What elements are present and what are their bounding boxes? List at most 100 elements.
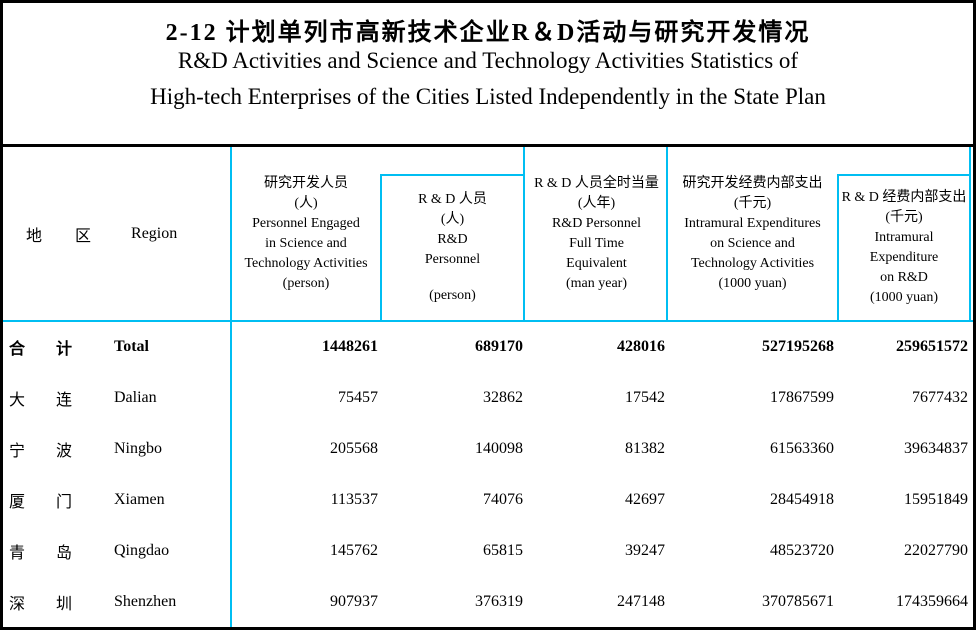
header-unit-zh: (千元): [885, 210, 923, 225]
header-unit-en: (person): [282, 275, 330, 291]
row-label-zh2: 计: [56, 341, 73, 359]
header-unit-en: (man year): [565, 275, 628, 291]
value-cell: 205568: [330, 440, 378, 458]
row-label-zh1: 深: [9, 595, 26, 613]
value-cell: 247148: [617, 592, 665, 610]
region-header-en: Region: [131, 224, 178, 242]
header-zh: R & D 人员: [418, 192, 487, 207]
header-en: on R&D: [880, 270, 928, 285]
value-cell: 689170: [475, 338, 523, 356]
header-unit-zh: (人): [440, 212, 465, 227]
value-cell: 65815: [483, 541, 523, 559]
row-label-zh2: 波: [56, 443, 73, 461]
row-label-en: Xiamen: [114, 490, 165, 508]
value-cell: 61563360: [770, 440, 834, 458]
header-unit-zh: (千元): [733, 195, 772, 211]
header-en: R&D: [437, 232, 468, 247]
row-label-zh2: 岛: [56, 544, 73, 562]
column-header-rd-fte: R & D 人员全时当量 (人年) R&D Personnel Full Tim…: [525, 147, 668, 320]
header-unit-zh: (人年): [577, 195, 616, 211]
value-cell: 75457: [338, 389, 378, 407]
table-row-ningbo: 宁 波 Ningbo 205568 140098 81382 61563360 …: [3, 424, 973, 475]
column-header-region: 地 区 Region: [4, 147, 230, 320]
row-label-en: Qingdao: [114, 541, 170, 559]
row-label-zh1: 厦: [9, 493, 26, 511]
row-label-zh1: 大: [9, 392, 26, 410]
value-cell: 22027790: [904, 541, 968, 559]
value-cell: 32862: [483, 389, 523, 407]
header-en: Expenditure: [869, 250, 939, 265]
value-cell: 140098: [475, 440, 523, 458]
column-header-st-personnel: 研究开发人员 (人) Personnel Engaged in Science …: [232, 147, 380, 320]
value-cell: 48523720: [770, 541, 834, 559]
row-label-zh1: 青: [9, 544, 26, 562]
value-cell: 113537: [330, 490, 378, 508]
header-en: Personnel Engaged: [252, 215, 360, 231]
value-cell: 74076: [483, 490, 523, 508]
page-title-en-line1: R&D Activities and Science and Technolog…: [177, 48, 799, 73]
header-zh: R & D 人员全时当量: [534, 175, 659, 191]
header-en: Intramural: [874, 230, 934, 245]
value-cell: 376319: [475, 592, 523, 610]
value-cell: 527195268: [762, 338, 834, 356]
value-cell: 15951849: [904, 490, 968, 508]
value-cell: 907937: [330, 592, 378, 610]
page-title-zh: 2-12 计划单列市高新技术企业R＆D活动与研究开发情况: [165, 20, 811, 46]
header-zh: 研究开发经费内部支出: [682, 175, 823, 191]
value-cell: 7677432: [912, 389, 968, 407]
row-label-zh2: 圳: [56, 595, 73, 613]
header-zh: R & D 经费内部支出: [841, 190, 967, 205]
column-header-rd-personnel: R & D 人员 (人) R&D Personnel (person): [380, 174, 525, 322]
table-row-dalian: 大 连 Dalian 75457 32862 17542 17867599 76…: [3, 373, 973, 424]
header-en: in Science and: [265, 235, 347, 251]
value-cell: 17867599: [770, 389, 834, 407]
row-label-en: Dalian: [114, 389, 157, 407]
divider-col4-col5: [666, 147, 668, 322]
table-row-qingdao: 青 岛 Qingdao 145762 65815 39247 48523720 …: [3, 525, 973, 576]
row-label-zh1: 宁: [9, 443, 26, 461]
header-en: Technology Activities: [690, 255, 815, 271]
row-label-en: Shenzhen: [114, 592, 177, 610]
value-cell: 42697: [625, 490, 665, 508]
header-en: Intramural Expenditures: [684, 215, 821, 231]
header-unit-en: (person): [429, 288, 476, 303]
header-en: Personnel: [424, 252, 481, 267]
value-cell: 28454918: [770, 490, 834, 508]
row-label-zh2: 门: [56, 493, 73, 511]
value-cell: 370785671: [762, 592, 834, 610]
row-label-zh1: 合: [9, 341, 26, 359]
table-row-xiamen: 厦 门 Xiamen 113537 74076 42697 28454918 1…: [3, 474, 973, 525]
header-unit-en: (1000 yuan): [718, 275, 787, 291]
header-en: on Science and: [710, 235, 795, 251]
column-header-st-expenditure: 研究开发经费内部支出 (千元) Intramural Expenditures …: [668, 147, 837, 320]
value-cell: 1448261: [322, 338, 378, 356]
table-row-total: 合 计 Total 1448261 689170 428016 52719526…: [3, 322, 973, 373]
value-cell: 145762: [330, 541, 378, 559]
value-cell: 174359664: [896, 592, 968, 610]
value-cell: 81382: [625, 440, 665, 458]
header-en: Technology Activities: [244, 255, 368, 271]
table-row-shenzhen: 深 圳 Shenzhen 907937 376319 247148 370785…: [3, 576, 973, 627]
row-label-zh2: 连: [56, 392, 73, 410]
value-cell: 39247: [625, 541, 665, 559]
header-unit-zh: (人): [294, 195, 318, 211]
header-zh: 研究开发人员: [264, 175, 348, 191]
table-body: 合 计 Total 1448261 689170 428016 52719526…: [3, 322, 973, 627]
header-en: R&D Personnel: [551, 215, 642, 231]
title-separator-rule: [0, 144, 976, 147]
row-label-en: Ningbo: [114, 440, 162, 458]
divider-region-column: [230, 147, 232, 627]
value-cell: 259651572: [896, 338, 968, 356]
region-header-zh1: 地: [26, 227, 43, 245]
value-cell: 39634837: [904, 440, 968, 458]
header-unit-en: (1000 yuan): [869, 290, 939, 305]
page-title-en-line2: High-tech Enterprises of the Cities List…: [150, 84, 826, 109]
value-cell: 428016: [617, 338, 665, 356]
region-header-zh2: 区: [75, 227, 92, 245]
column-header-rd-expenditure: R & D 经费内部支出 (千元) Intramural Expenditure…: [837, 174, 971, 322]
row-label-en: Total: [114, 338, 149, 356]
header-en: Equivalent: [566, 255, 627, 271]
value-cell: 17542: [625, 389, 665, 407]
header-en: Full Time: [569, 235, 624, 251]
